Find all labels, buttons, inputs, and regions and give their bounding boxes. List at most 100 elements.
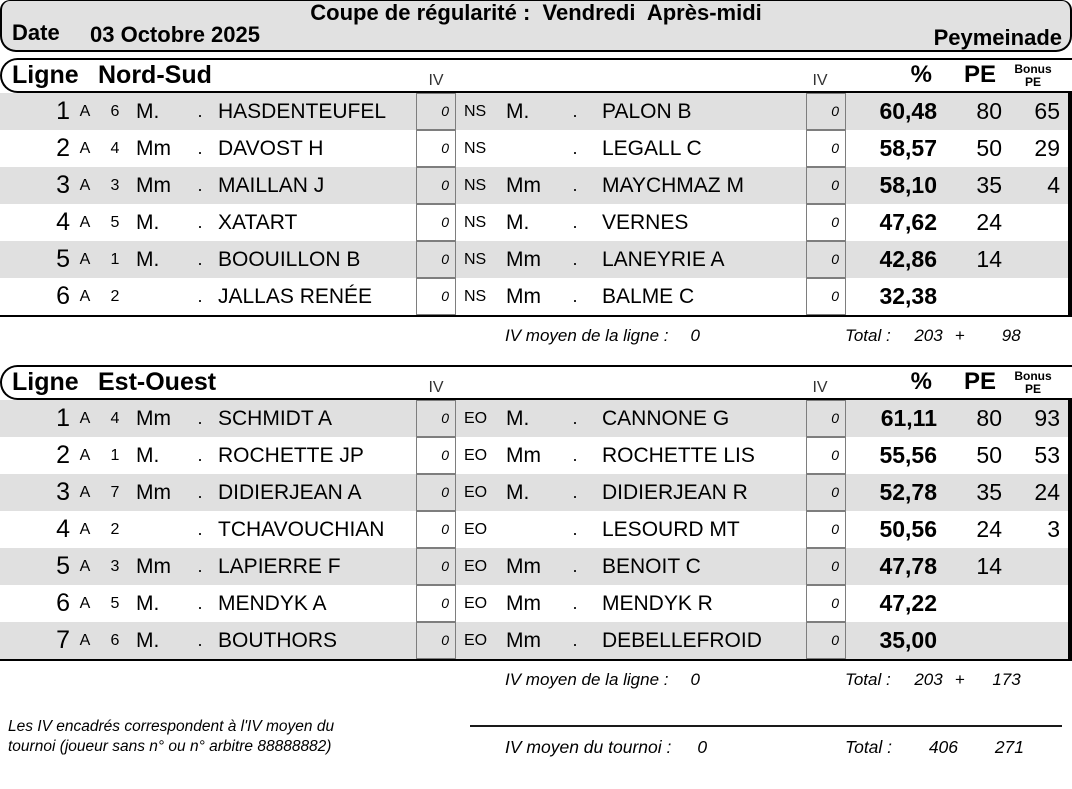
row-bonus-pe: 3	[1047, 516, 1060, 542]
row-dot-1: .	[197, 138, 203, 158]
row-dot-1: .	[197, 286, 203, 306]
row-player-1-name: TCHAVOUCHIAN	[218, 517, 385, 541]
row-series: A	[79, 446, 91, 464]
row-rank: 4	[56, 515, 70, 543]
row-bonus-pe: 29	[1034, 135, 1060, 161]
row-rank: 3	[56, 478, 70, 506]
row-pe: 24	[976, 516, 1002, 542]
column-header-percent: %	[910, 61, 932, 88]
row-percent: 47,78	[879, 553, 937, 579]
row-player-1-name: BOOUILLON B	[218, 247, 361, 271]
line-iv-average-label: IV moyen de la ligne :	[505, 670, 669, 689]
row-player-2-name: MAYCHMAZ M	[602, 173, 744, 197]
row-player-2-name: PALON B	[602, 99, 692, 123]
line-total: Total : 203 + 98	[845, 326, 1021, 346]
section-header-nord-sud: Ligne Nord-Sud IV IV % PE Bonus PE	[0, 58, 1072, 93]
row-title-2: M.	[506, 210, 530, 234]
row-iv-box-1: 0	[416, 437, 456, 474]
row-percent: 61,11	[880, 405, 937, 431]
row-rank: 7	[56, 626, 70, 654]
line-total-bonus: 98	[1001, 326, 1021, 345]
line-total-pe: 203	[914, 326, 943, 345]
row-title-2: M.	[506, 406, 530, 430]
column-header-pe: PE	[963, 368, 996, 395]
row-series: A	[79, 483, 91, 501]
row-series: A	[79, 139, 91, 157]
row-direction: EO	[464, 520, 488, 538]
row-dot-1: .	[197, 593, 203, 613]
date-label: Date	[12, 20, 60, 45]
row-direction: NS	[464, 139, 487, 157]
row-title-1: M.	[136, 443, 160, 467]
row-title-1: M.	[136, 591, 160, 615]
row-rank: 3	[56, 171, 70, 199]
row-player-1-name: LAPIERRE F	[218, 554, 341, 578]
row-iv-box-1: 0	[416, 511, 456, 548]
row-dot-1: .	[197, 556, 203, 576]
bonus-head-line1: Bonus	[1014, 62, 1052, 76]
row-bonus-pe: 93	[1034, 405, 1060, 431]
row-player-1-name: BOUTHORS	[218, 628, 338, 652]
ligne-label: Ligne	[12, 368, 79, 396]
plus-sign: +	[954, 670, 965, 689]
row-pe: 35	[976, 172, 1002, 198]
row-dot-2: .	[572, 138, 578, 158]
row-title-2: Mm	[506, 247, 541, 271]
row-title-2: Mm	[506, 591, 541, 615]
result-row: 1 A 6 M. . HASDENTEUFEL 0 NS M. . PALON …	[0, 93, 1068, 130]
row-dot-1: .	[197, 212, 203, 232]
row-title-2: M.	[506, 480, 530, 504]
row-series: A	[79, 557, 91, 575]
row-iv-box-1: 0	[416, 585, 456, 622]
row-dot-2: .	[572, 556, 578, 576]
row-bonus-pe: 4	[1047, 172, 1060, 198]
row-iv-box-1: 0	[416, 130, 456, 167]
row-pe: 80	[976, 405, 1002, 431]
row-direction: EO	[464, 446, 488, 464]
row-player-2-name: LANEYRIE A	[602, 247, 725, 271]
row-bonus-pe: 65	[1034, 98, 1060, 124]
row-series: A	[79, 409, 91, 427]
row-bonus-pe: 24	[1034, 479, 1060, 505]
row-iv-box-2: 0	[806, 167, 846, 204]
row-player-1-name: MENDYK A	[218, 591, 327, 615]
row-rank: 5	[56, 552, 70, 580]
row-direction: EO	[464, 483, 488, 501]
result-row: 6 A 2 . JALLAS RENÉE 0 NS Mm . BALME C 0…	[0, 278, 1068, 315]
line-total-bonus: 173	[992, 670, 1021, 689]
result-row: 2 A 1 M. . ROCHETTE JP 0 EO Mm . ROCHETT…	[0, 437, 1068, 474]
row-iv-box-1: 0	[416, 278, 456, 315]
column-header-bonus-pe: Bonus PE	[1002, 370, 1064, 396]
bonus-head-line2: PE	[1024, 75, 1041, 89]
row-pe: 35	[976, 479, 1002, 505]
row-player-2-name: ROCHETTE LIS	[602, 443, 755, 467]
tournament-total: Total : 406 271	[845, 737, 1024, 758]
tournament-iv-label: IV moyen du tournoi :	[505, 737, 672, 757]
row-dot-2: .	[572, 593, 578, 613]
row-dot-2: .	[572, 630, 578, 650]
row-player-2-name: LESOURD MT	[602, 517, 740, 541]
row-player-2-name: LEGALL C	[602, 136, 702, 160]
column-header-percent: %	[910, 368, 932, 395]
row-dot-1: .	[197, 249, 203, 269]
result-row: 5 A 1 M. . BOOUILLON B 0 NS Mm . LANEYRI…	[0, 241, 1068, 278]
row-iv-box-1: 0	[416, 548, 456, 585]
row-dot-2: .	[572, 519, 578, 539]
row-title-1: Mm	[136, 173, 171, 197]
row-percent: 58,10	[879, 172, 937, 198]
row-iv-box-2: 0	[806, 400, 846, 437]
row-dot-1: .	[197, 482, 203, 502]
row-dot-1: .	[197, 408, 203, 428]
column-header-iv-1: IV	[428, 379, 444, 396]
row-series: A	[79, 213, 91, 231]
row-table-number: 5	[110, 594, 120, 612]
row-player-1-name: XATART	[218, 210, 298, 234]
row-percent: 50,56	[879, 516, 937, 542]
row-table-number: 1	[110, 250, 120, 268]
section-footer-est-ouest: IV moyen de la ligne : 0 Total : 203 + 17…	[0, 661, 1072, 701]
date-value: 03 Octobre 2025	[90, 22, 260, 47]
row-table-number: 4	[110, 139, 120, 157]
line-total: Total : 203 + 173	[845, 670, 1021, 690]
row-player-2-name: BALME C	[602, 284, 695, 308]
row-player-1-name: MAILLAN J	[218, 173, 325, 197]
